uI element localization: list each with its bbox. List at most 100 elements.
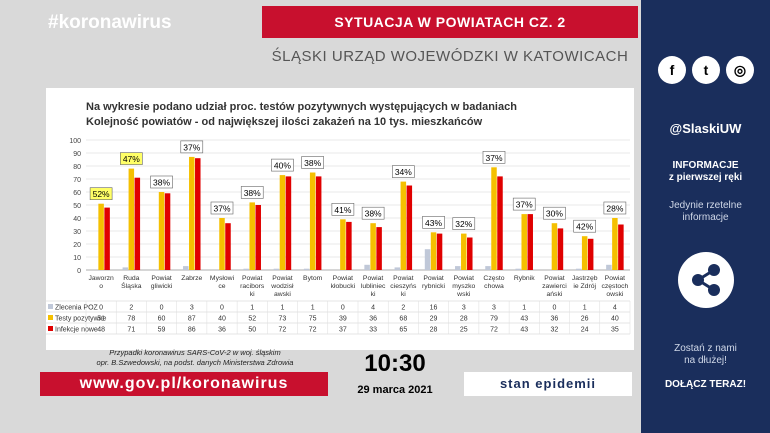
category-label-line: Powiat bbox=[393, 275, 414, 282]
percent-label-text: 47% bbox=[123, 154, 140, 164]
category-label: Powiat rybnicki bbox=[422, 275, 446, 290]
percent-label-text: 32% bbox=[455, 219, 472, 229]
category-label: Powiat częstoch owski bbox=[601, 275, 628, 298]
legend-swatch bbox=[48, 304, 53, 309]
table-cell: 52 bbox=[248, 316, 256, 323]
table-cell: 28 bbox=[460, 316, 468, 323]
url-link[interactable]: www.gov.pl/koronawirus bbox=[40, 372, 328, 396]
category-label-line: Powiat bbox=[544, 275, 565, 282]
table-cell: 0 bbox=[220, 305, 224, 312]
y-tick-label: 100 bbox=[69, 138, 81, 145]
table-cell: 1 bbox=[250, 305, 254, 312]
category-label-line: Bytom bbox=[303, 275, 323, 282]
legend-label: Zlecenia POZ bbox=[55, 305, 99, 312]
category-label-line: ki bbox=[250, 291, 255, 298]
category-label: Rybnik bbox=[514, 275, 535, 282]
table-cell: 48 bbox=[97, 327, 105, 334]
percent-label-box bbox=[240, 186, 264, 199]
category-label-line: Powiat bbox=[333, 275, 354, 282]
table-cell: 36 bbox=[369, 316, 377, 323]
category-label-line: Powiat bbox=[454, 275, 475, 282]
percent-label-text: 30% bbox=[546, 209, 563, 219]
y-tick-label: 90 bbox=[73, 151, 81, 158]
y-tick-label: 0 bbox=[77, 268, 81, 275]
bar-testy bbox=[370, 223, 376, 270]
table-cell: 86 bbox=[188, 327, 196, 334]
category-label-line: chowa bbox=[484, 283, 504, 290]
category-label-line: Śląska bbox=[121, 281, 142, 290]
percent-label-box bbox=[482, 150, 506, 164]
category-label-line: ki bbox=[371, 291, 376, 298]
bar-testy bbox=[430, 232, 437, 270]
table-cell: 39 bbox=[339, 316, 347, 323]
bar-testy bbox=[461, 233, 467, 270]
facebook-icon[interactable]: f bbox=[658, 56, 686, 84]
percent-label: 37% bbox=[512, 197, 536, 211]
bar-testy bbox=[400, 181, 407, 270]
twitter-handle[interactable]: @SlaskiUW bbox=[669, 121, 742, 136]
percent-label: 38% bbox=[150, 175, 173, 189]
bar-testy bbox=[612, 218, 618, 270]
bar-testy bbox=[581, 236, 588, 270]
category-label: Często chowa bbox=[483, 275, 504, 290]
bar-infekcje bbox=[587, 238, 594, 270]
stan-epidemii-banner: stan epidemii bbox=[464, 372, 632, 396]
sidebar-subinfo: Jedynie rzetelne informacje bbox=[641, 200, 770, 224]
table-cell: 32 bbox=[551, 327, 559, 334]
percent-label: 37% bbox=[482, 150, 506, 164]
percent-label-text: 34% bbox=[395, 167, 412, 177]
table-cell: 1 bbox=[583, 305, 587, 312]
bar-infekcje bbox=[164, 193, 171, 270]
percent-label-box bbox=[180, 140, 204, 154]
table-cell: 2 bbox=[401, 305, 405, 312]
table-cell: 33 bbox=[369, 327, 377, 334]
sidebar-stay-line2: na dłużej! bbox=[684, 355, 727, 366]
twitter-icon[interactable]: t bbox=[692, 56, 720, 84]
category-label: Powiat lubliniec ki bbox=[361, 275, 386, 298]
table-cell: 37 bbox=[339, 327, 347, 334]
category-label-line: Powiat bbox=[272, 275, 293, 282]
category-label-line: kłobucki bbox=[331, 283, 356, 290]
category-label-line: rybnicki bbox=[422, 283, 446, 290]
bar-infekcje bbox=[315, 176, 322, 270]
percent-label-box bbox=[452, 217, 476, 230]
percent-label-text: 38% bbox=[365, 209, 382, 219]
table-cell: 51 bbox=[97, 316, 105, 323]
bar-infekcje bbox=[376, 227, 382, 270]
percent-label-text: 37% bbox=[213, 204, 230, 214]
table-cell: 1 bbox=[522, 305, 526, 312]
instagram-icon[interactable]: ◎ bbox=[726, 56, 754, 84]
percent-label: 38% bbox=[240, 186, 264, 199]
percent-label: 42% bbox=[573, 219, 596, 233]
category-label-line: Powiat bbox=[423, 275, 444, 282]
table-cell: 78 bbox=[127, 316, 135, 323]
category-label-line: ański bbox=[547, 291, 563, 298]
bar-infekcje bbox=[134, 177, 141, 270]
percent-label-text: 28% bbox=[606, 204, 623, 214]
sidebar-info-line1: INFORMACJE bbox=[672, 160, 739, 171]
percent-label: 28% bbox=[603, 201, 627, 215]
category-label-line: częstoch bbox=[601, 283, 628, 290]
join-button[interactable]: DOŁĄCZ TERAZ! bbox=[664, 379, 747, 390]
legend-swatch bbox=[48, 326, 53, 331]
percent-label-box bbox=[89, 187, 113, 200]
legend-label: Testy pozytywne bbox=[55, 316, 106, 323]
category-label-line: wski bbox=[456, 291, 471, 298]
bar-testy bbox=[551, 223, 558, 270]
table-cell: 40 bbox=[611, 316, 619, 323]
table-cell: 72 bbox=[490, 327, 498, 334]
table-cell: 79 bbox=[490, 316, 498, 323]
table-cell: 40 bbox=[218, 316, 226, 323]
category-label-line: Jaworzn bbox=[88, 275, 114, 282]
share-button[interactable] bbox=[678, 252, 734, 308]
table-cell: 75 bbox=[309, 316, 317, 323]
bar-testy bbox=[309, 172, 316, 270]
bar-testy bbox=[249, 202, 255, 270]
category-label: Jastrzęb ie Zdrój bbox=[572, 275, 598, 290]
bar-zlecenia bbox=[243, 268, 249, 270]
table-cell: 43 bbox=[520, 327, 528, 334]
category-label: Powiat zawierci ański bbox=[542, 275, 567, 298]
table-cell: 35 bbox=[611, 327, 619, 334]
table-cell: 3 bbox=[492, 305, 496, 312]
bar-testy bbox=[158, 192, 165, 270]
